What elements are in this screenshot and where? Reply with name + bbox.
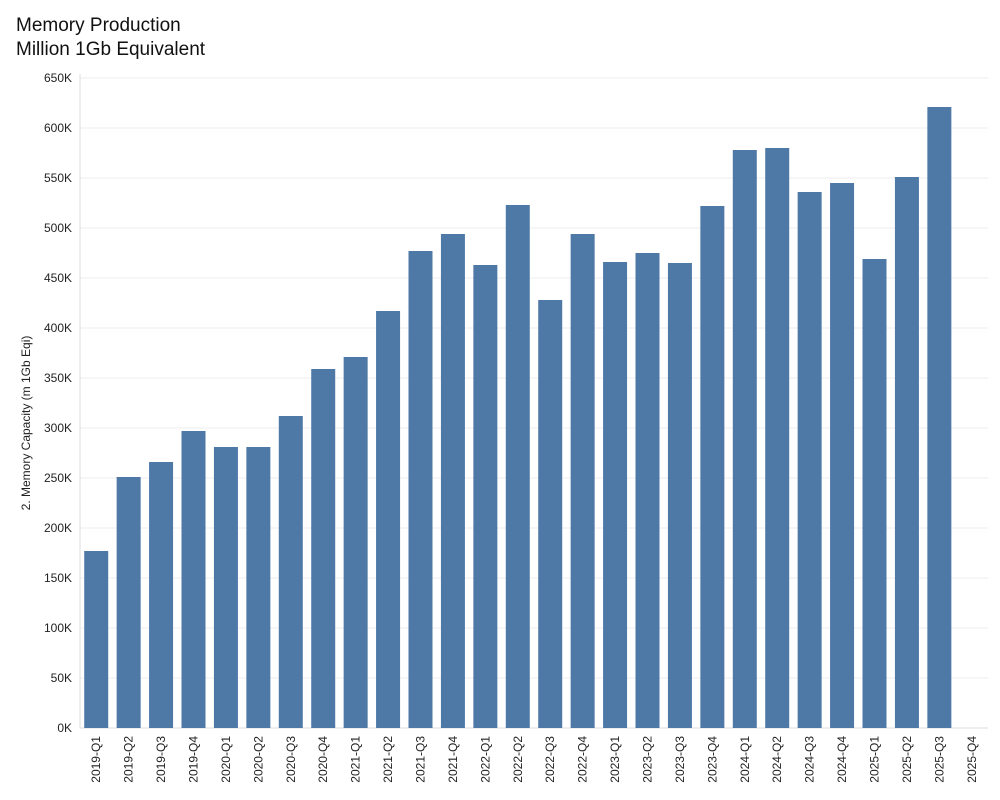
bar-2022-Q2 (505, 205, 530, 728)
y-tick-label: 100K (44, 621, 72, 635)
y-tick-label: 150K (44, 571, 72, 585)
bar-2019-Q4 (181, 431, 206, 728)
x-tick-label: 2022-Q2 (511, 736, 525, 783)
bar-2024-Q1 (732, 150, 757, 728)
y-tick-label: 50K (51, 671, 72, 685)
x-tick-label: 2019-Q4 (187, 736, 201, 783)
x-tick-label: 2020-Q3 (284, 736, 298, 783)
y-tick-label: 350K (44, 371, 72, 385)
bar-2020-Q4 (311, 369, 336, 728)
bar-2024-Q4 (830, 183, 855, 728)
x-tick-label: 2019-Q2 (122, 736, 136, 783)
x-tick-label: 2021-Q1 (349, 736, 363, 783)
bar-2019-Q1 (84, 551, 109, 728)
bar-2022-Q1 (473, 265, 498, 728)
y-tick-label: 400K (44, 321, 72, 335)
x-tick-label: 2023-Q2 (641, 736, 655, 783)
y-tick-label: 500K (44, 221, 72, 235)
x-tick-label: 2021-Q4 (446, 736, 460, 783)
y-tick-label: 200K (44, 521, 72, 535)
bar-2021-Q2 (376, 311, 401, 728)
x-tick-label: 2019-Q3 (154, 736, 168, 783)
x-tick-label: 2025-Q1 (868, 736, 882, 783)
x-tick-label: 2020-Q1 (219, 736, 233, 783)
chart-title-block: Memory Production Million 1Gb Equivalent (16, 14, 205, 62)
x-tick-label: 2023-Q1 (608, 736, 622, 783)
x-tick-label: 2024-Q4 (835, 736, 849, 783)
y-tick-label: 550K (44, 171, 72, 185)
bar-2022-Q4 (570, 234, 595, 728)
y-axis-ticks: 0K 50K 100K 150K 200K 250K 300K 350K 400K 450K 500… (44, 71, 72, 735)
chart-subtitle: Million 1Gb Equivalent (16, 39, 206, 60)
bar-2025-Q1 (862, 259, 887, 728)
x-tick-label: 2025-Q4 (965, 736, 979, 783)
x-tick-label: 2022-Q3 (543, 736, 557, 783)
x-tick-label: 2022-Q4 (576, 736, 590, 783)
x-axis-ticks: 2019-Q1 2019-Q2 2019-Q3 2019-Q4 2020-Q1 2020-… (89, 736, 979, 783)
y-tick-label: 650K (44, 71, 72, 85)
bar-2023-Q3 (667, 263, 692, 728)
x-tick-label: 2019-Q1 (89, 736, 103, 783)
bar-2019-Q2 (116, 477, 141, 728)
x-tick-label: 2020-Q4 (316, 736, 330, 783)
x-tick-label: 2024-Q3 (803, 736, 817, 783)
bar-2025-Q2 (894, 177, 919, 728)
bar-2020-Q3 (278, 416, 303, 728)
y-tick-label: 300K (44, 421, 72, 435)
bar-2021-Q1 (343, 357, 368, 728)
bars (84, 107, 952, 728)
bar-2023-Q1 (603, 262, 628, 728)
bar-2021-Q3 (408, 251, 433, 728)
x-tick-label: 2023-Q3 (673, 736, 687, 783)
bar-2023-Q4 (700, 206, 725, 728)
bar-2021-Q4 (440, 234, 465, 728)
x-tick-label: 2024-Q2 (770, 736, 784, 783)
y-tick-label: 250K (44, 471, 72, 485)
bar-2020-Q1 (213, 447, 238, 728)
bar-2025-Q3 (927, 107, 952, 728)
chart-title: Memory Production (16, 15, 181, 36)
x-tick-label: 2022-Q1 (478, 736, 492, 783)
x-tick-label: 2021-Q2 (381, 736, 395, 783)
bar-2024-Q2 (765, 148, 790, 728)
bar-2024-Q3 (797, 192, 822, 728)
y-tick-label: 450K (44, 271, 72, 285)
x-tick-label: 2024-Q1 (738, 736, 752, 783)
y-tick-label: 0K (57, 721, 72, 735)
y-tick-label: 600K (44, 121, 72, 135)
bar-2022-Q3 (538, 300, 563, 728)
bar-2023-Q2 (635, 253, 660, 728)
x-tick-label: 2025-Q2 (900, 736, 914, 783)
x-tick-label: 2021-Q3 (414, 736, 428, 783)
x-tick-label: 2023-Q4 (705, 736, 719, 783)
bar-2020-Q2 (246, 447, 271, 728)
bar-2019-Q3 (149, 462, 174, 728)
x-tick-label: 2025-Q3 (932, 736, 946, 783)
y-axis-title: 2. Memory Capacity (m 1Gb Eqi) (19, 336, 33, 511)
x-tick-label: 2020-Q2 (251, 736, 265, 783)
